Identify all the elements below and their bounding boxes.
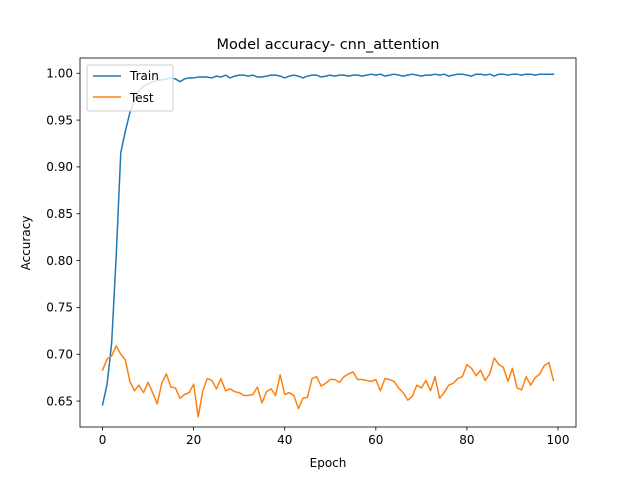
x-axis-ticks: 0 20 40 60 80 100 bbox=[99, 427, 570, 447]
y-tick-label: 0.65 bbox=[46, 394, 73, 408]
x-tick-label: 60 bbox=[368, 433, 383, 447]
y-tick-label: 0.70 bbox=[46, 348, 73, 362]
plot-frame bbox=[79, 57, 577, 428]
y-tick-label: 0.85 bbox=[46, 207, 73, 221]
y-tick-label: 1.00 bbox=[46, 67, 73, 81]
y-axis-label: Accuracy bbox=[19, 216, 33, 271]
y-tick-label: 0.95 bbox=[46, 113, 73, 127]
legend-label-test: Test bbox=[129, 91, 154, 105]
series-line-train bbox=[101, 73, 555, 406]
series-layer bbox=[101, 73, 555, 418]
x-tick-label: 80 bbox=[459, 433, 474, 447]
chart-title: Model accuracy- cnn_attention bbox=[217, 37, 440, 53]
x-tick-label: 20 bbox=[186, 433, 201, 447]
x-tick-label: 0 bbox=[99, 433, 107, 447]
x-tick-label: 100 bbox=[547, 433, 570, 447]
legend: Train Test bbox=[86, 64, 174, 112]
x-axis-label: Epoch bbox=[310, 456, 347, 470]
x-tick-label: 40 bbox=[277, 433, 292, 447]
legend-label-train: Train bbox=[129, 69, 159, 83]
y-tick-label: 0.75 bbox=[46, 301, 73, 315]
series-line-test bbox=[101, 345, 555, 418]
y-tick-label: 0.80 bbox=[46, 254, 73, 268]
y-axis-ticks: 0.65 0.70 0.75 0.80 0.85 0.90 0.95 1.00 bbox=[46, 67, 80, 408]
y-tick-label: 0.90 bbox=[46, 160, 73, 174]
